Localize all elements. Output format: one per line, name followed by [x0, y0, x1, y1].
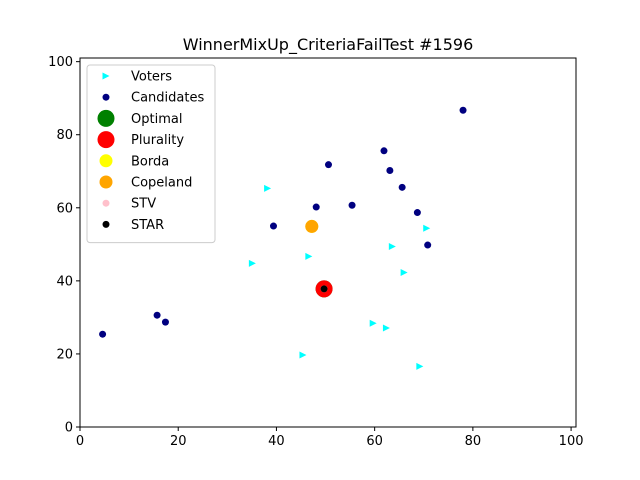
voters-point	[388, 243, 396, 251]
voters-point	[248, 259, 256, 267]
voters-point	[305, 252, 313, 260]
voters-point	[423, 224, 431, 232]
legend-marker-plurality	[97, 131, 115, 149]
legend-box	[86, 64, 216, 244]
voters-point	[369, 319, 377, 327]
y-tick-label: 40	[56, 274, 73, 289]
x-tick-label: 0	[76, 434, 84, 449]
legend-marker-voters	[102, 72, 110, 80]
candidates-point	[324, 161, 332, 169]
candidates-point	[99, 330, 107, 338]
legend-label-voters: Voters	[131, 70, 172, 85]
candidates-point	[348, 201, 356, 209]
x-tick-label: 80	[465, 434, 482, 449]
candidates-point	[398, 183, 406, 191]
voters-point	[382, 324, 390, 332]
chart-title: WinnerMixUp_CriteriaFailTest #1596	[183, 35, 474, 55]
candidates-point	[424, 241, 432, 249]
x-tick-label: 100	[559, 434, 584, 449]
candidates-point	[380, 147, 388, 155]
legend-label-candidates: Candidates	[131, 91, 204, 106]
y-tick-label: 20	[56, 347, 73, 362]
candidates-point	[161, 318, 169, 326]
axes-frame	[79, 57, 577, 428]
x-tick-label: 20	[170, 434, 187, 449]
candidates-point	[386, 167, 394, 175]
candidates-point	[413, 209, 421, 217]
voters-point	[416, 362, 424, 370]
legend-marker-optimal	[97, 109, 115, 127]
legend-marker-borda	[99, 154, 113, 168]
plot-area	[99, 106, 467, 370]
axes: 0 20 40 60 80 100 0 20 40 60 80 100	[48, 55, 583, 449]
voters-point	[400, 268, 408, 276]
x-tick-label: 40	[268, 434, 285, 449]
legend-marker-stv	[102, 199, 110, 207]
voters-point	[299, 351, 307, 359]
x-tick-label: 60	[366, 434, 383, 449]
y-tick-label: 60	[56, 201, 73, 216]
candidates-point	[312, 203, 320, 211]
legend-label-star: STAR	[131, 218, 164, 233]
y-tick-label: 80	[56, 128, 73, 143]
legend-marker-candidates	[102, 93, 110, 101]
legend-label-optimal: Optimal	[131, 112, 182, 127]
legend: Voters Candidates Optimal Plurality Borda Cop…	[86, 64, 216, 244]
y-tick-label: 0	[65, 421, 73, 436]
legend-label-stv: STV	[131, 197, 156, 212]
star-point	[320, 285, 328, 293]
candidates-point	[153, 311, 161, 319]
copeland-point	[305, 219, 319, 233]
legend-label-plurality: Plurality	[131, 133, 184, 148]
y-tick-label: 100	[48, 55, 73, 70]
legend-label-copeland: Copeland	[131, 176, 192, 191]
legend-marker-copeland	[99, 175, 113, 189]
candidates-point	[459, 106, 467, 114]
candidates-point	[269, 222, 277, 230]
legend-marker-star	[102, 220, 110, 228]
legend-label-borda: Borda	[131, 154, 169, 169]
voters-point	[264, 184, 272, 192]
